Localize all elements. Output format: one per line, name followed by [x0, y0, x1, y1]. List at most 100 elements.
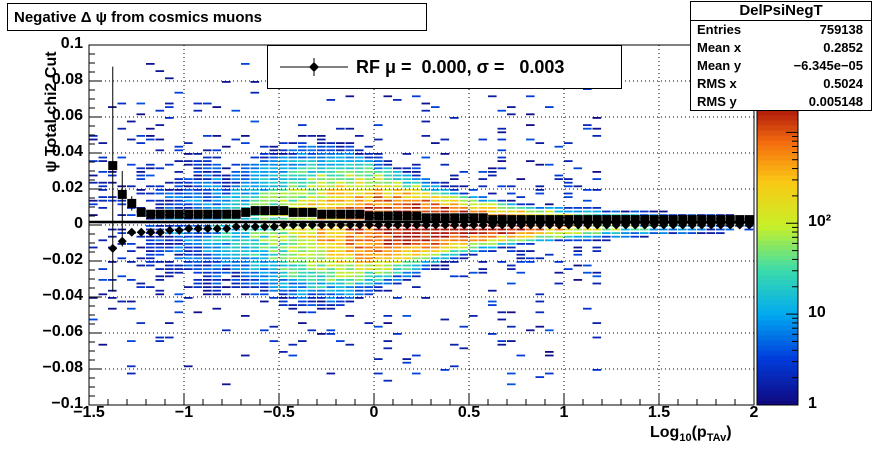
profile-point-square	[516, 215, 526, 225]
heat-cell	[355, 189, 364, 191]
heat-cell	[231, 192, 241, 195]
color-bar-segment	[757, 325, 798, 331]
heat-cell	[621, 210, 630, 213]
heat-cell	[345, 300, 355, 303]
heat-cell	[554, 207, 564, 209]
heat-cell	[393, 264, 402, 267]
profile-point-square	[526, 215, 536, 225]
heat-cell	[146, 167, 155, 170]
heat-cell	[231, 246, 241, 249]
heat-cell	[250, 250, 260, 252]
heat-cell	[583, 235, 592, 238]
heat-cell	[535, 257, 545, 260]
heat-cell	[516, 271, 526, 274]
heat-cell	[564, 232, 573, 234]
heat-cell	[250, 167, 260, 170]
heat-cell	[203, 135, 212, 137]
heat-cell	[383, 189, 393, 191]
heat-cell	[564, 196, 573, 198]
profile-point-square	[260, 206, 270, 216]
heat-cell	[317, 181, 326, 184]
heat-cell	[222, 181, 231, 184]
heat-cell	[174, 257, 184, 260]
heat-cell	[298, 185, 307, 188]
color-bar-segment	[757, 145, 798, 151]
profile-point-diamond	[260, 222, 270, 232]
profile-point-square	[478, 213, 488, 223]
profile-point-diamond	[478, 220, 488, 230]
heat-cell	[250, 199, 260, 202]
heat-cell	[402, 271, 412, 274]
profile-point-diamond	[592, 220, 602, 230]
heat-cell	[136, 264, 146, 267]
color-bar-segment	[757, 295, 798, 301]
heat-cell	[374, 279, 383, 281]
heat-cell	[336, 279, 345, 281]
heat-cell	[355, 196, 364, 198]
color-bar-segment	[757, 360, 798, 366]
y-tick-label: −0.1	[51, 395, 83, 412]
heat-cell	[269, 185, 279, 188]
heat-cell	[136, 235, 146, 238]
heat-cell	[231, 264, 241, 267]
heat-cell	[165, 102, 174, 105]
heat-cell	[260, 192, 269, 195]
color-bar-segment	[757, 180, 798, 186]
heat-cell	[412, 192, 421, 195]
y-tick-label: −0.02	[42, 251, 83, 268]
profile-point-square	[231, 209, 241, 219]
heat-cell	[336, 253, 345, 256]
heat-cell	[317, 243, 326, 245]
heat-cell	[212, 156, 222, 159]
profile-point-square	[459, 213, 469, 223]
heat-cell	[336, 181, 345, 184]
heat-cell	[288, 160, 298, 162]
heat-cell	[393, 192, 402, 195]
heat-cell	[307, 235, 317, 238]
heat-cell	[241, 199, 250, 202]
heat-cell	[450, 235, 459, 238]
heat-cell	[89, 246, 98, 249]
heat-cell	[203, 271, 212, 274]
heat-cell	[269, 160, 279, 162]
profile-point-diamond	[431, 220, 441, 230]
profile-point-diamond	[440, 220, 450, 230]
heat-cell	[212, 253, 222, 256]
heat-cell	[421, 178, 431, 180]
heat-cell	[592, 127, 602, 130]
heat-cell	[640, 210, 649, 213]
heat-cell	[459, 210, 469, 213]
heat-cell	[155, 289, 165, 292]
heat-cell	[431, 192, 440, 195]
heat-cell	[288, 178, 298, 180]
heat-cell	[602, 239, 611, 242]
heat-cell	[412, 232, 421, 234]
heat-cell	[554, 174, 564, 177]
heat-cell	[184, 163, 193, 166]
heat-cell	[231, 286, 241, 288]
heat-cell	[535, 210, 545, 213]
heat-cell	[421, 192, 431, 195]
heat-cell	[583, 207, 592, 209]
heat-cell	[98, 171, 108, 173]
heat-cell	[146, 239, 155, 242]
heat-cell	[222, 167, 231, 170]
heat-cell	[374, 239, 383, 242]
heat-cell	[136, 142, 146, 144]
x-tick-label: −1.5	[73, 404, 105, 421]
profile-point-diamond	[564, 220, 574, 230]
heat-cell	[307, 253, 317, 256]
heat-cell	[573, 185, 583, 188]
heat-cell	[298, 203, 307, 206]
profile-point-square	[488, 215, 498, 225]
heat-cell	[241, 250, 250, 252]
heat-cell	[298, 246, 307, 249]
heat-cell	[535, 325, 545, 328]
heat-cell	[307, 282, 317, 285]
heat-cell	[393, 181, 402, 184]
heat-cell	[326, 268, 336, 270]
profile-point-diamond	[307, 220, 317, 230]
profile-point-diamond	[421, 220, 431, 230]
heat-cell	[136, 246, 146, 249]
heat-cell	[402, 178, 412, 180]
